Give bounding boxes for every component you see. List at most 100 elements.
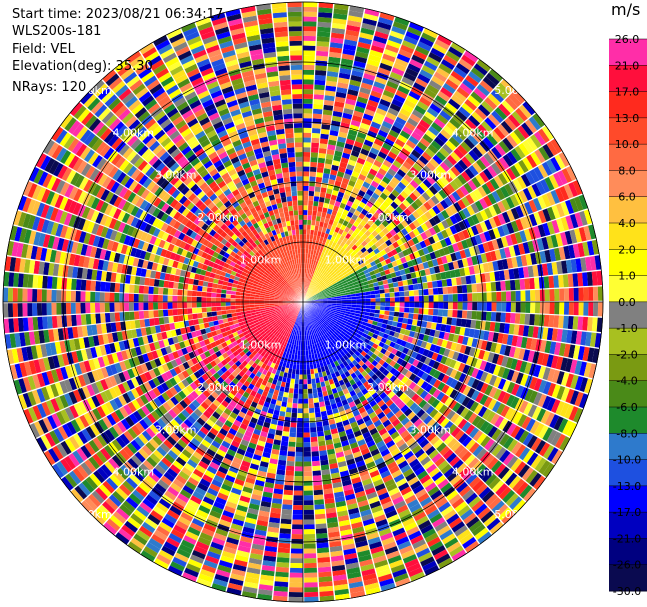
velocity-gate bbox=[234, 452, 245, 461]
velocity-gate bbox=[337, 282, 343, 287]
velocity-gate bbox=[414, 198, 423, 208]
velocity-gate bbox=[384, 172, 394, 181]
velocity-gate bbox=[372, 452, 383, 461]
velocity-gate bbox=[243, 481, 255, 489]
velocity-gate bbox=[462, 364, 471, 375]
velocity-gate bbox=[235, 415, 244, 423]
velocity-gate bbox=[416, 421, 427, 431]
velocity-gate bbox=[303, 31, 317, 37]
velocity-gate bbox=[303, 16, 317, 22]
velocity-gate bbox=[391, 321, 398, 327]
velocity-gate bbox=[399, 296, 405, 302]
velocity-gate bbox=[208, 444, 219, 453]
velocity-gate bbox=[263, 447, 272, 454]
velocity-gate bbox=[372, 116, 383, 125]
velocity-gate bbox=[271, 352, 277, 359]
velocity-gate bbox=[424, 328, 431, 336]
velocity-gate bbox=[383, 208, 392, 217]
velocity-gate bbox=[416, 378, 425, 387]
velocity-gate bbox=[346, 458, 356, 466]
velocity-gate bbox=[389, 559, 404, 569]
velocity-gate bbox=[260, 395, 267, 402]
velocity-gate bbox=[346, 93, 358, 101]
velocity-gate bbox=[215, 419, 224, 428]
velocity-gate bbox=[365, 253, 372, 260]
velocity-gate bbox=[159, 442, 171, 454]
velocity-gate bbox=[252, 336, 258, 342]
velocity-gate bbox=[202, 496, 215, 506]
velocity-gate bbox=[515, 372, 524, 385]
velocity-gate bbox=[433, 168, 443, 179]
velocity-gate bbox=[511, 441, 523, 455]
velocity-gate bbox=[102, 416, 113, 429]
velocity-gate bbox=[484, 219, 493, 231]
velocity-gate bbox=[453, 90, 467, 103]
velocity-gate bbox=[525, 302, 531, 313]
velocity-gate bbox=[567, 315, 574, 330]
velocity-gate bbox=[367, 99, 379, 108]
velocity-gate bbox=[352, 481, 363, 489]
velocity-gate bbox=[367, 356, 375, 364]
velocity-gate bbox=[443, 509, 457, 521]
velocity-gate bbox=[364, 176, 373, 185]
velocity-gate bbox=[310, 314, 314, 319]
velocity-gate bbox=[393, 316, 399, 322]
velocity-gate bbox=[321, 386, 327, 392]
velocity-gate bbox=[256, 333, 262, 339]
velocity-gate bbox=[407, 117, 419, 128]
velocity-gate bbox=[436, 132, 449, 144]
velocity-gate bbox=[309, 279, 313, 285]
velocity-gate bbox=[351, 365, 358, 373]
velocity-gate bbox=[396, 381, 405, 390]
velocity-gate bbox=[462, 229, 470, 239]
velocity-gate bbox=[216, 449, 227, 458]
velocity-gate bbox=[366, 200, 374, 208]
velocity-gate bbox=[320, 216, 326, 223]
velocity-gate bbox=[303, 379, 308, 385]
velocity-gate bbox=[339, 323, 345, 329]
velocity-gate bbox=[342, 270, 348, 276]
velocity-gate bbox=[550, 355, 559, 369]
velocity-gate bbox=[471, 415, 482, 427]
velocity-gate bbox=[303, 166, 310, 172]
velocity-gate bbox=[421, 64, 436, 76]
velocity-gate bbox=[350, 309, 356, 313]
velocity-gate bbox=[340, 260, 346, 267]
velocity-gate bbox=[424, 504, 438, 516]
velocity-gate bbox=[252, 538, 266, 546]
velocity-gate bbox=[445, 78, 459, 90]
velocity-gate bbox=[568, 287, 574, 301]
velocity-gate bbox=[227, 367, 235, 374]
velocity-gate bbox=[418, 263, 425, 271]
velocity-gate bbox=[398, 49, 413, 59]
velocity-gate bbox=[360, 148, 370, 156]
velocity-gate bbox=[486, 292, 492, 302]
velocity-gate bbox=[428, 288, 434, 295]
velocity-gate bbox=[119, 504, 133, 517]
velocity-gate bbox=[303, 519, 315, 525]
velocity-gate bbox=[450, 151, 461, 163]
velocity-gate bbox=[408, 313, 414, 319]
velocity-gate bbox=[323, 104, 334, 111]
velocity-gate bbox=[416, 369, 425, 378]
velocity-gate bbox=[324, 163, 332, 170]
velocity-gate bbox=[309, 291, 314, 296]
velocity-gate bbox=[190, 411, 200, 421]
velocity-gate bbox=[518, 267, 525, 279]
velocity-gate bbox=[369, 312, 375, 317]
velocity-gate bbox=[245, 356, 252, 364]
velocity-gate bbox=[277, 459, 287, 466]
velocity-gate bbox=[465, 355, 474, 366]
velocity-gate bbox=[454, 525, 468, 537]
velocity-gate bbox=[224, 505, 236, 514]
velocity-gate bbox=[413, 250, 421, 259]
velocity-gate bbox=[193, 421, 203, 430]
velocity-gate bbox=[364, 272, 371, 278]
velocity-gate bbox=[459, 185, 469, 196]
velocity-gate bbox=[444, 237, 452, 246]
velocity-gate bbox=[371, 474, 382, 483]
velocity-gate bbox=[314, 322, 318, 328]
velocity-gate bbox=[417, 492, 430, 503]
velocity-gate bbox=[542, 327, 549, 340]
velocity-gate bbox=[293, 388, 299, 394]
